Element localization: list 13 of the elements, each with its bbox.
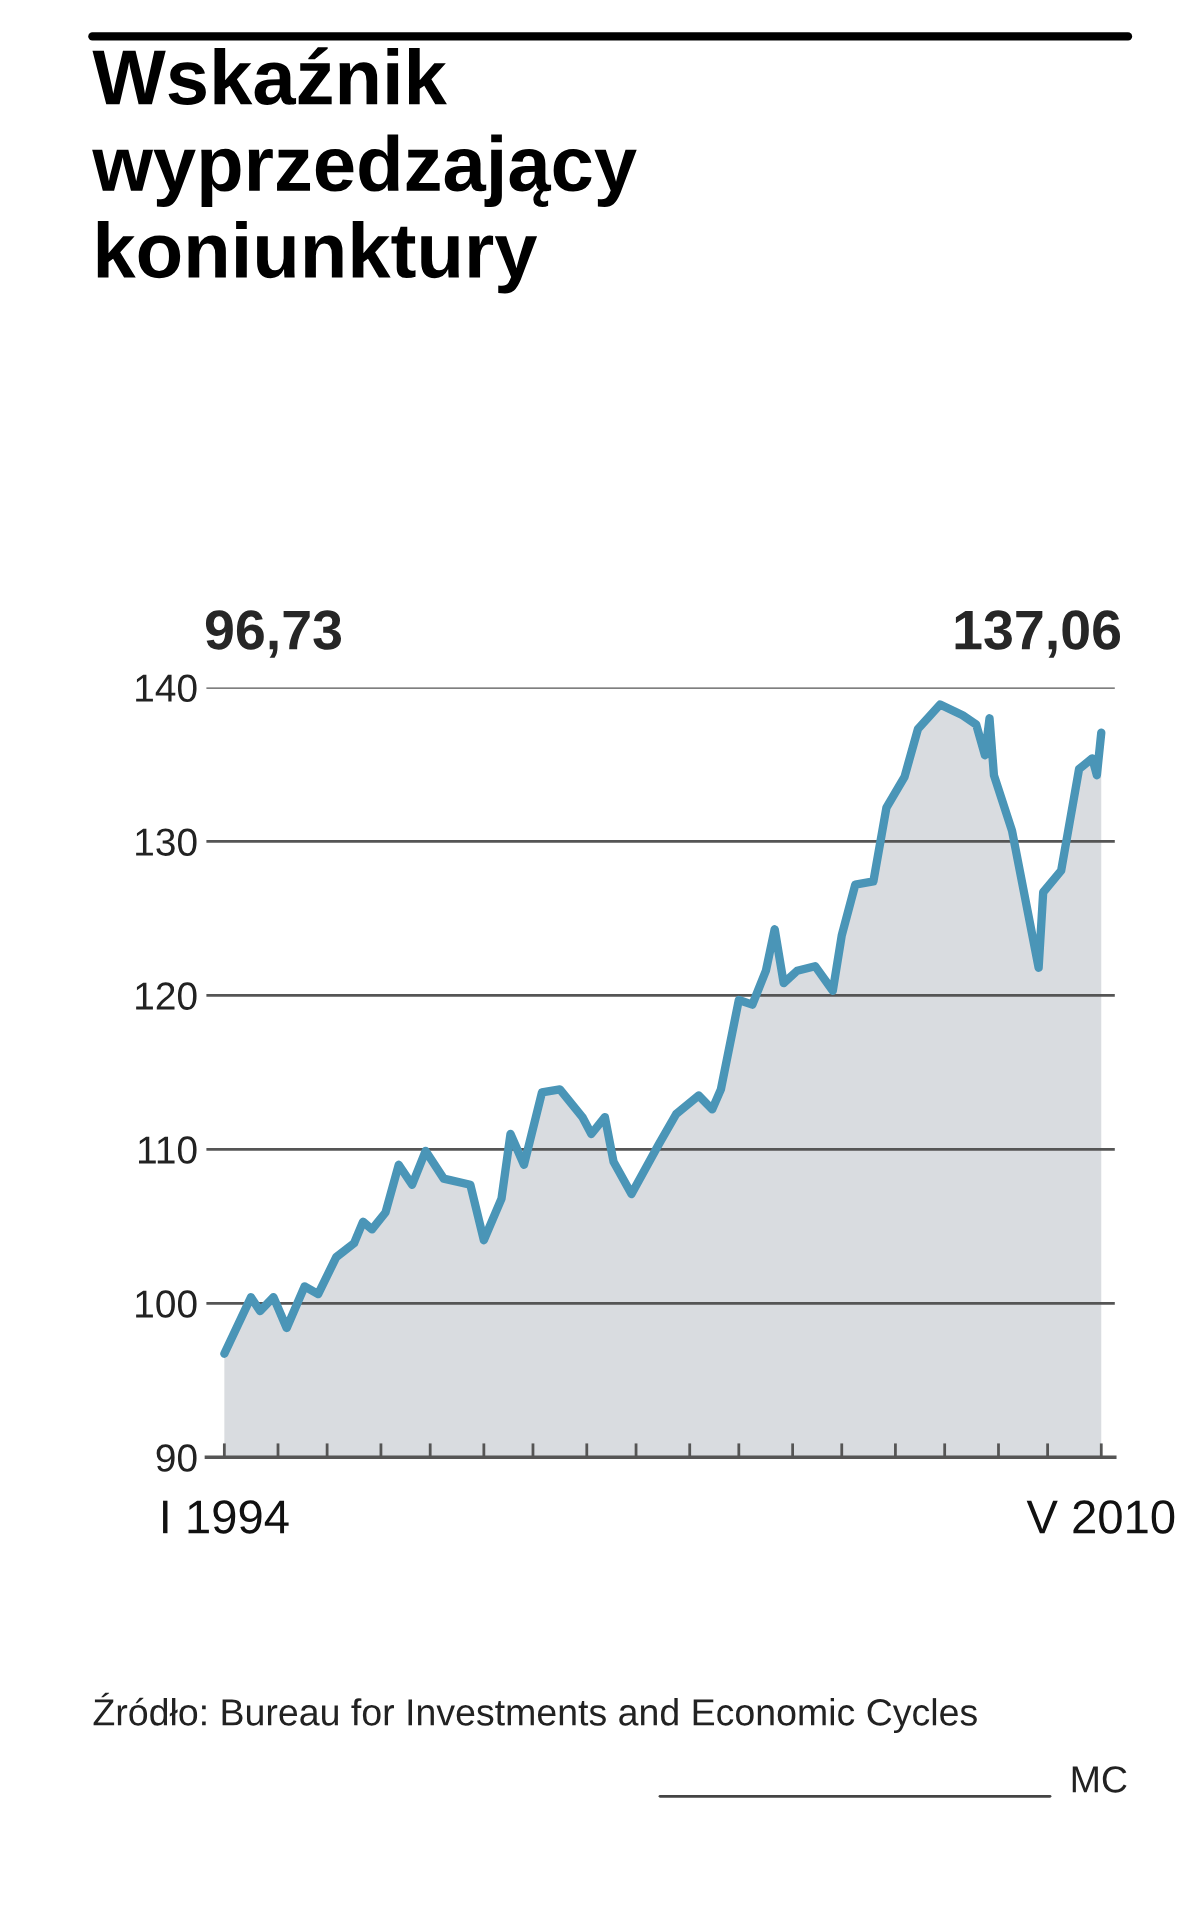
y-tick-label: 140: [136, 674, 197, 702]
x-tick-label: V 2010: [1026, 1500, 1175, 1534]
x-tick-label: I 1994: [163, 1500, 289, 1534]
text: 137,06: [955, 610, 1121, 658]
y-tick-label: 110: [139, 1136, 197, 1164]
y-tick-label: 100: [136, 1290, 197, 1318]
text: 96,73: [205, 610, 342, 658]
y-tick-label: 130: [136, 828, 197, 856]
text: Źródło: Bureau for Investments and Economic Cycles: [93, 1692, 977, 1734]
chart-title: Wskaźnik wyprzedzający koniunktury: [92, 47, 637, 294]
text: MC: [1072, 1766, 1127, 1793]
y-tick-label: 90: [156, 1444, 197, 1472]
y-tick-label: 120: [136, 982, 197, 1010]
